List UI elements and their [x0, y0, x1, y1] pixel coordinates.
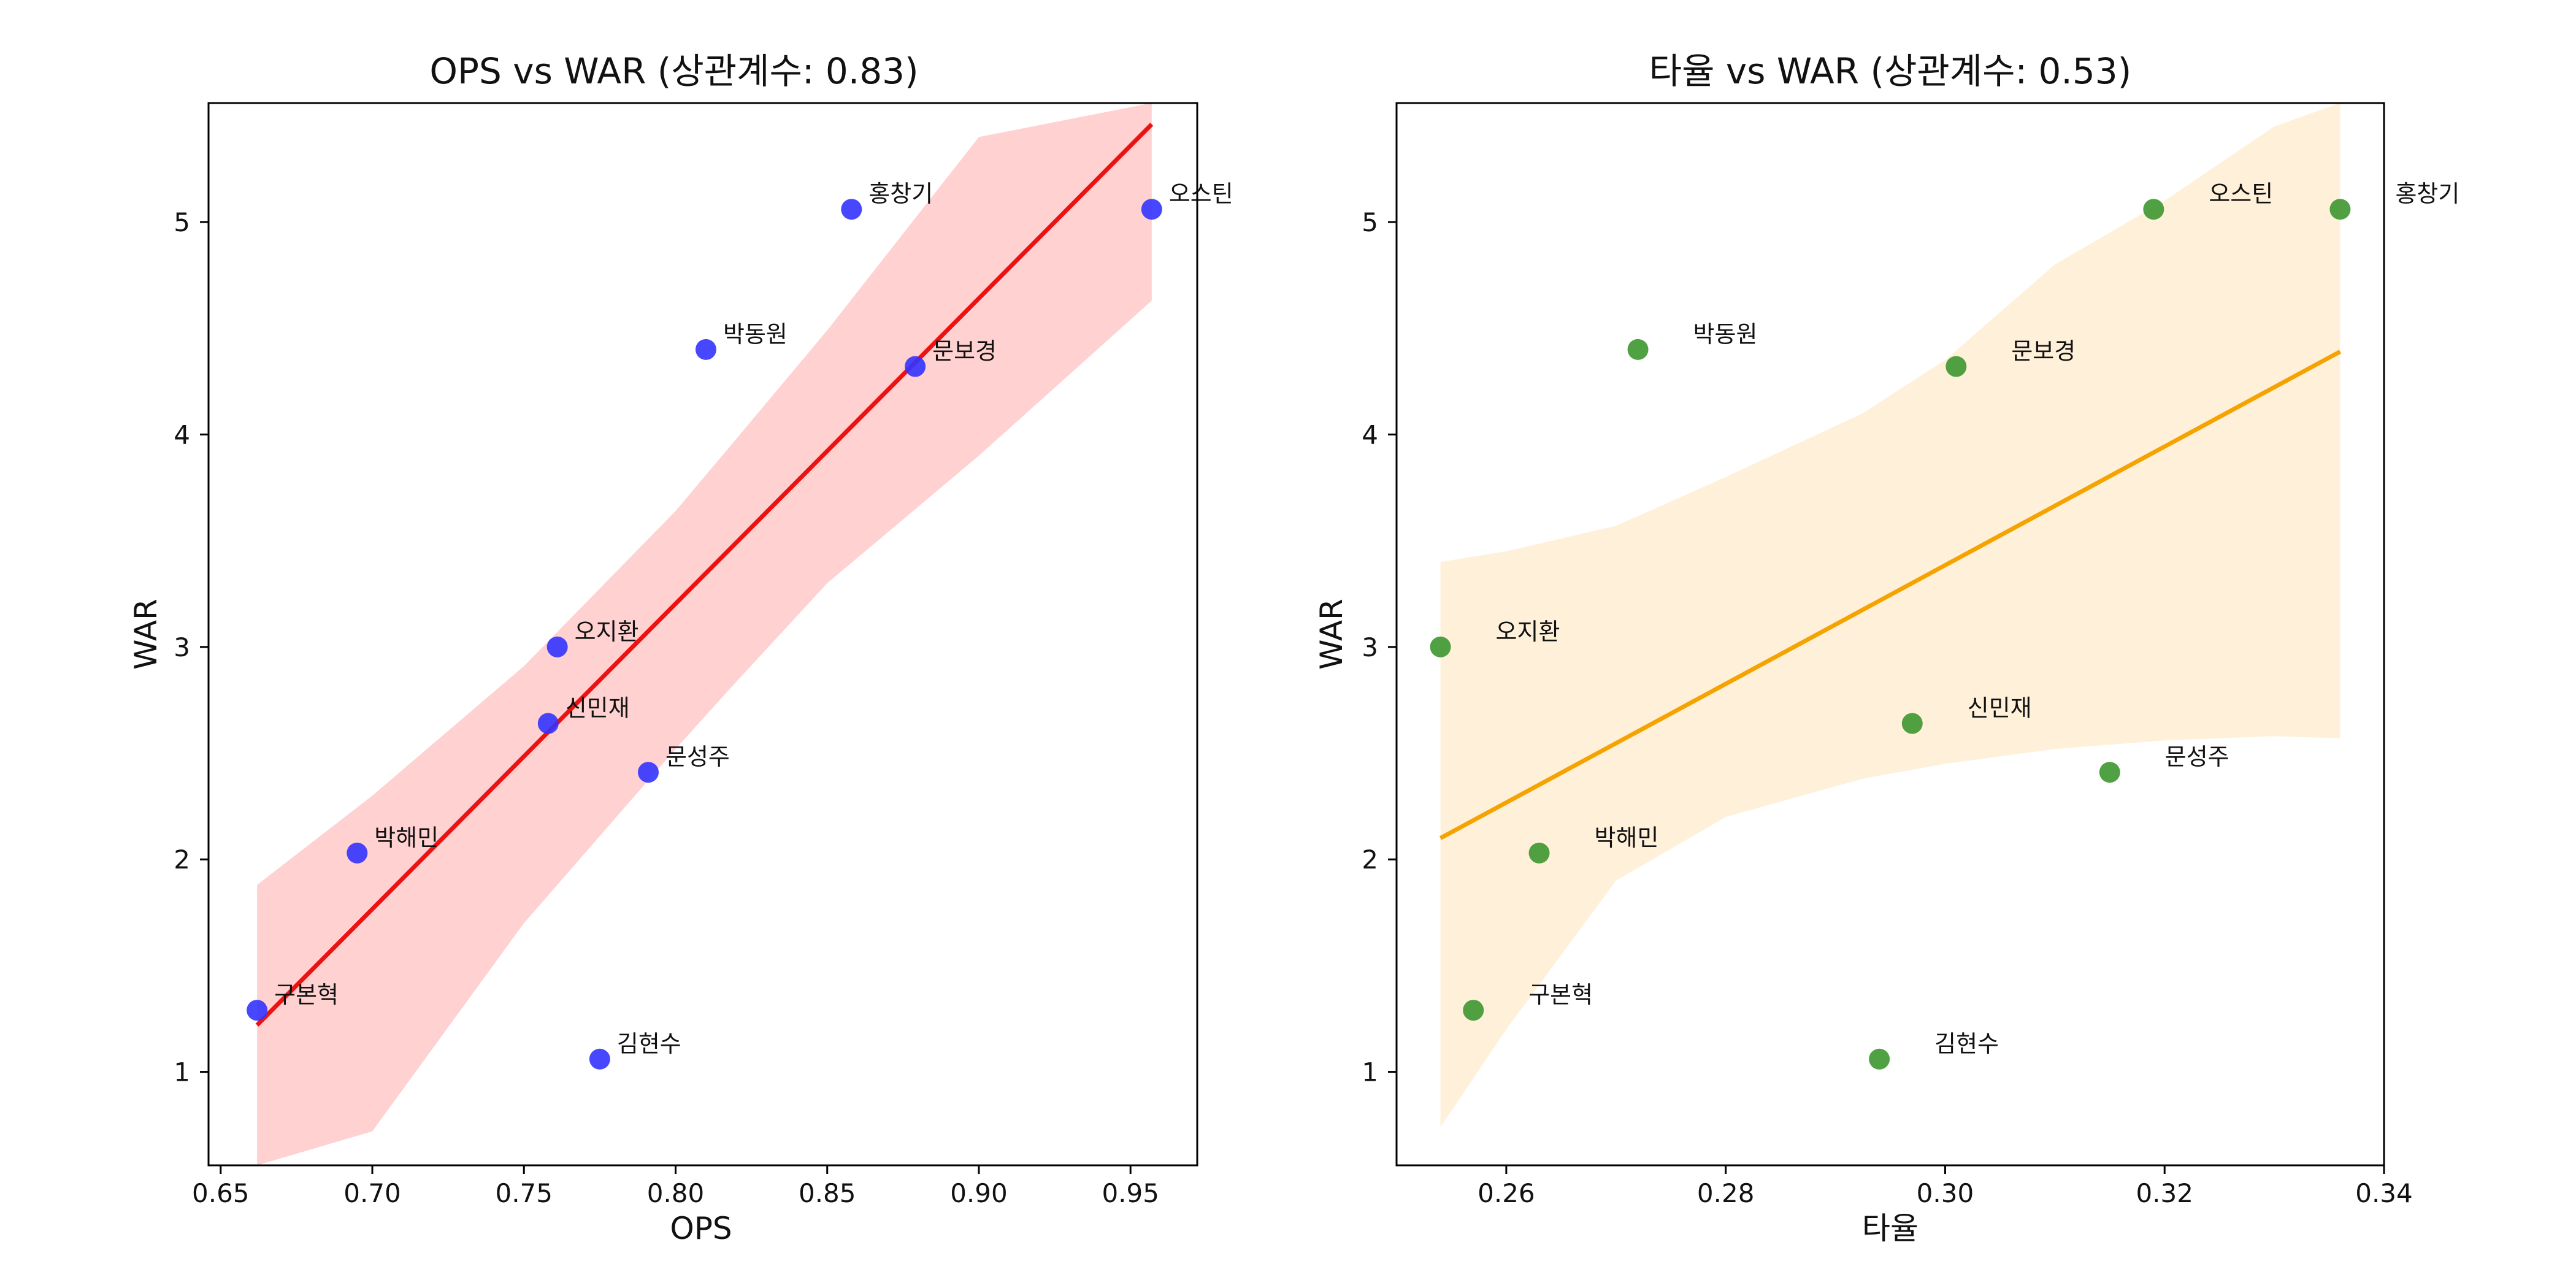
point-label: 오지환 — [575, 618, 639, 645]
data-point — [905, 356, 926, 377]
point-label: 신민재 — [565, 694, 630, 721]
x-tick-label: 0.95 — [1102, 1178, 1159, 1208]
point-label: 구본혁 — [274, 981, 339, 1008]
y-tick-label: 5 — [174, 207, 190, 237]
data-point — [1869, 1048, 1890, 1070]
y-tick-label: 1 — [174, 1057, 190, 1087]
point-label: 문보경 — [932, 338, 997, 365]
ops-vs-war-chart: OPS vs WAR (상관계수: 0.83) 오스틴 홍창기박동원문보경오지환신… — [128, 50, 1233, 1246]
confidence-band — [257, 103, 1152, 1165]
point-label: 문보경 — [2011, 338, 2076, 365]
data-point — [1945, 356, 1967, 377]
y-tick-label: 3 — [174, 632, 190, 662]
x-tick-label: 0.90 — [950, 1178, 1008, 1208]
plot-clip-group — [1430, 103, 2351, 1127]
data-point — [1901, 713, 1923, 734]
data-point — [589, 1048, 610, 1070]
data-point — [841, 199, 862, 220]
data-point — [347, 842, 368, 864]
y-tick-label: 3 — [1362, 632, 1378, 662]
data-point — [2143, 199, 2164, 220]
x-tick-label: 0.70 — [343, 1178, 401, 1208]
avg-vs-war-chart: 타율 vs WAR (상관계수: 0.53) 오스틴 홍창기박동원문보경오지환신민… — [1314, 50, 2459, 1246]
y-axis-label: WAR — [1314, 599, 1349, 670]
point-label: 신민재 — [1968, 694, 2032, 721]
x-tick-label: 0.34 — [2355, 1178, 2413, 1208]
x-axis-label: OPS — [670, 1211, 732, 1246]
data-point — [1463, 1000, 1484, 1021]
point-label: 문성주 — [2165, 743, 2229, 770]
y-tick-label: 4 — [174, 420, 190, 450]
chart-title: OPS vs WAR (상관계수: 0.83) — [429, 50, 918, 92]
x-tick-label: 0.65 — [192, 1178, 250, 1208]
y-axis-label: WAR — [128, 599, 164, 670]
point-label: 박동원 — [1693, 321, 1758, 348]
x-axis-label: 타율 — [1862, 1211, 1919, 1246]
axes-frame — [207, 102, 1198, 1167]
point-label: 홍창기 — [868, 180, 933, 207]
point-label: 오지환 — [1496, 618, 1560, 645]
plot-clip-group — [247, 103, 1162, 1165]
data-point — [2329, 199, 2351, 220]
x-tick-label: 0.30 — [1917, 1178, 1974, 1208]
y-tick-label: 5 — [1362, 207, 1378, 237]
data-point — [695, 339, 716, 360]
point-label: 구본혁 — [1528, 981, 1593, 1008]
point-label: 박해민 — [374, 824, 439, 851]
data-point — [1627, 339, 1649, 360]
point-label: 홍창기 — [2395, 180, 2459, 207]
x-tick-label: 0.26 — [1478, 1178, 1535, 1208]
data-point — [546, 636, 568, 657]
x-tick-label: 0.85 — [799, 1178, 856, 1208]
y-tick-label: 2 — [174, 845, 190, 875]
data-point — [247, 1000, 268, 1021]
x-tick-label: 0.75 — [495, 1178, 553, 1208]
regression-line — [1439, 350, 2342, 840]
regression-line — [255, 123, 1154, 1027]
point-label: 김현수 — [617, 1030, 681, 1057]
data-point — [1141, 199, 1162, 220]
data-point — [2099, 762, 2120, 783]
x-tick-label: 0.28 — [1697, 1178, 1755, 1208]
data-point — [1430, 636, 1451, 657]
point-label: 문성주 — [665, 743, 730, 770]
x-tick-label: 0.32 — [2136, 1178, 2193, 1208]
y-tick-label: 1 — [1362, 1057, 1378, 1087]
y-tick-label: 4 — [1362, 420, 1378, 450]
data-point — [637, 762, 659, 783]
axes-frame — [1395, 102, 2385, 1167]
data-point — [1528, 842, 1550, 864]
point-label: 박동원 — [723, 321, 788, 348]
data-point — [537, 713, 559, 734]
point-label: 오스틴 — [2209, 180, 2273, 207]
point-label: 오스틴 — [1169, 180, 1233, 207]
y-tick-label: 2 — [1362, 845, 1378, 875]
chart-title: 타율 vs WAR (상관계수: 0.53) — [1649, 50, 2132, 92]
x-tick-label: 0.80 — [647, 1178, 705, 1208]
confidence-band — [1440, 103, 2340, 1127]
point-label: 김현수 — [1934, 1030, 1999, 1057]
point-label: 박해민 — [1595, 824, 1659, 851]
